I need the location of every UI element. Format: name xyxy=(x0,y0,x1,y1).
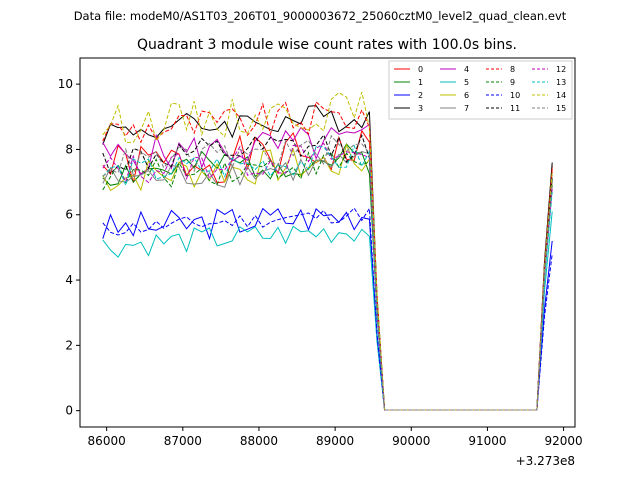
legend-label-12: 12 xyxy=(556,65,566,74)
legend-frame xyxy=(388,60,573,120)
series-line-10 xyxy=(102,206,553,411)
plot-frame xyxy=(79,57,576,428)
x-tick-label: 86000 xyxy=(88,434,126,448)
x-tick-label: 87000 xyxy=(164,434,202,448)
series-line-9 xyxy=(102,151,553,411)
x-tick-label: 89000 xyxy=(316,434,354,448)
chart-title: Quadrant 3 module wise count rates with … xyxy=(137,37,517,53)
legend-label-3: 3 xyxy=(418,104,423,113)
x-tick-label: 91000 xyxy=(468,434,506,448)
y-axis: 0 2 4 6 8 10 xyxy=(58,77,80,418)
chart-suptitle: Data file: modeM0/AS1T03_206T01_90000036… xyxy=(74,9,567,23)
x-tick-label: 90000 xyxy=(392,434,430,448)
series-layer xyxy=(102,91,553,411)
legend-label-13: 13 xyxy=(556,78,566,87)
legend-label-14: 14 xyxy=(556,91,566,100)
legend-label-0: 0 xyxy=(418,65,423,74)
y-tick-label: 8 xyxy=(65,142,73,156)
legend-label-4: 4 xyxy=(464,65,469,74)
legend-label-9: 9 xyxy=(510,78,515,87)
legend-label-8: 8 xyxy=(510,65,515,74)
legend-label-6: 6 xyxy=(464,91,469,100)
series-line-15 xyxy=(102,134,553,411)
y-tick-label: 0 xyxy=(65,404,73,418)
y-tick-label: 2 xyxy=(65,338,73,352)
y-tick-label: 6 xyxy=(65,208,73,222)
x-axis: 86000 87000 88000 89000 90000 91000 92000 xyxy=(88,427,583,448)
legend-label-1: 1 xyxy=(418,78,423,87)
x-offset-label: +3.273e8 xyxy=(516,454,575,468)
legend-label-5: 5 xyxy=(464,78,469,87)
y-tick-label: 10 xyxy=(58,77,73,91)
series-line-11 xyxy=(102,133,553,411)
legend-label-7: 7 xyxy=(464,104,469,113)
x-tick-label: 92000 xyxy=(544,434,582,448)
legend-label-15: 15 xyxy=(556,104,566,113)
x-tick-label: 88000 xyxy=(240,434,278,448)
legend-label-2: 2 xyxy=(418,91,423,100)
legend-label-10: 10 xyxy=(510,91,520,100)
legend-label-11: 11 xyxy=(510,104,520,113)
y-tick-label: 4 xyxy=(65,273,73,287)
